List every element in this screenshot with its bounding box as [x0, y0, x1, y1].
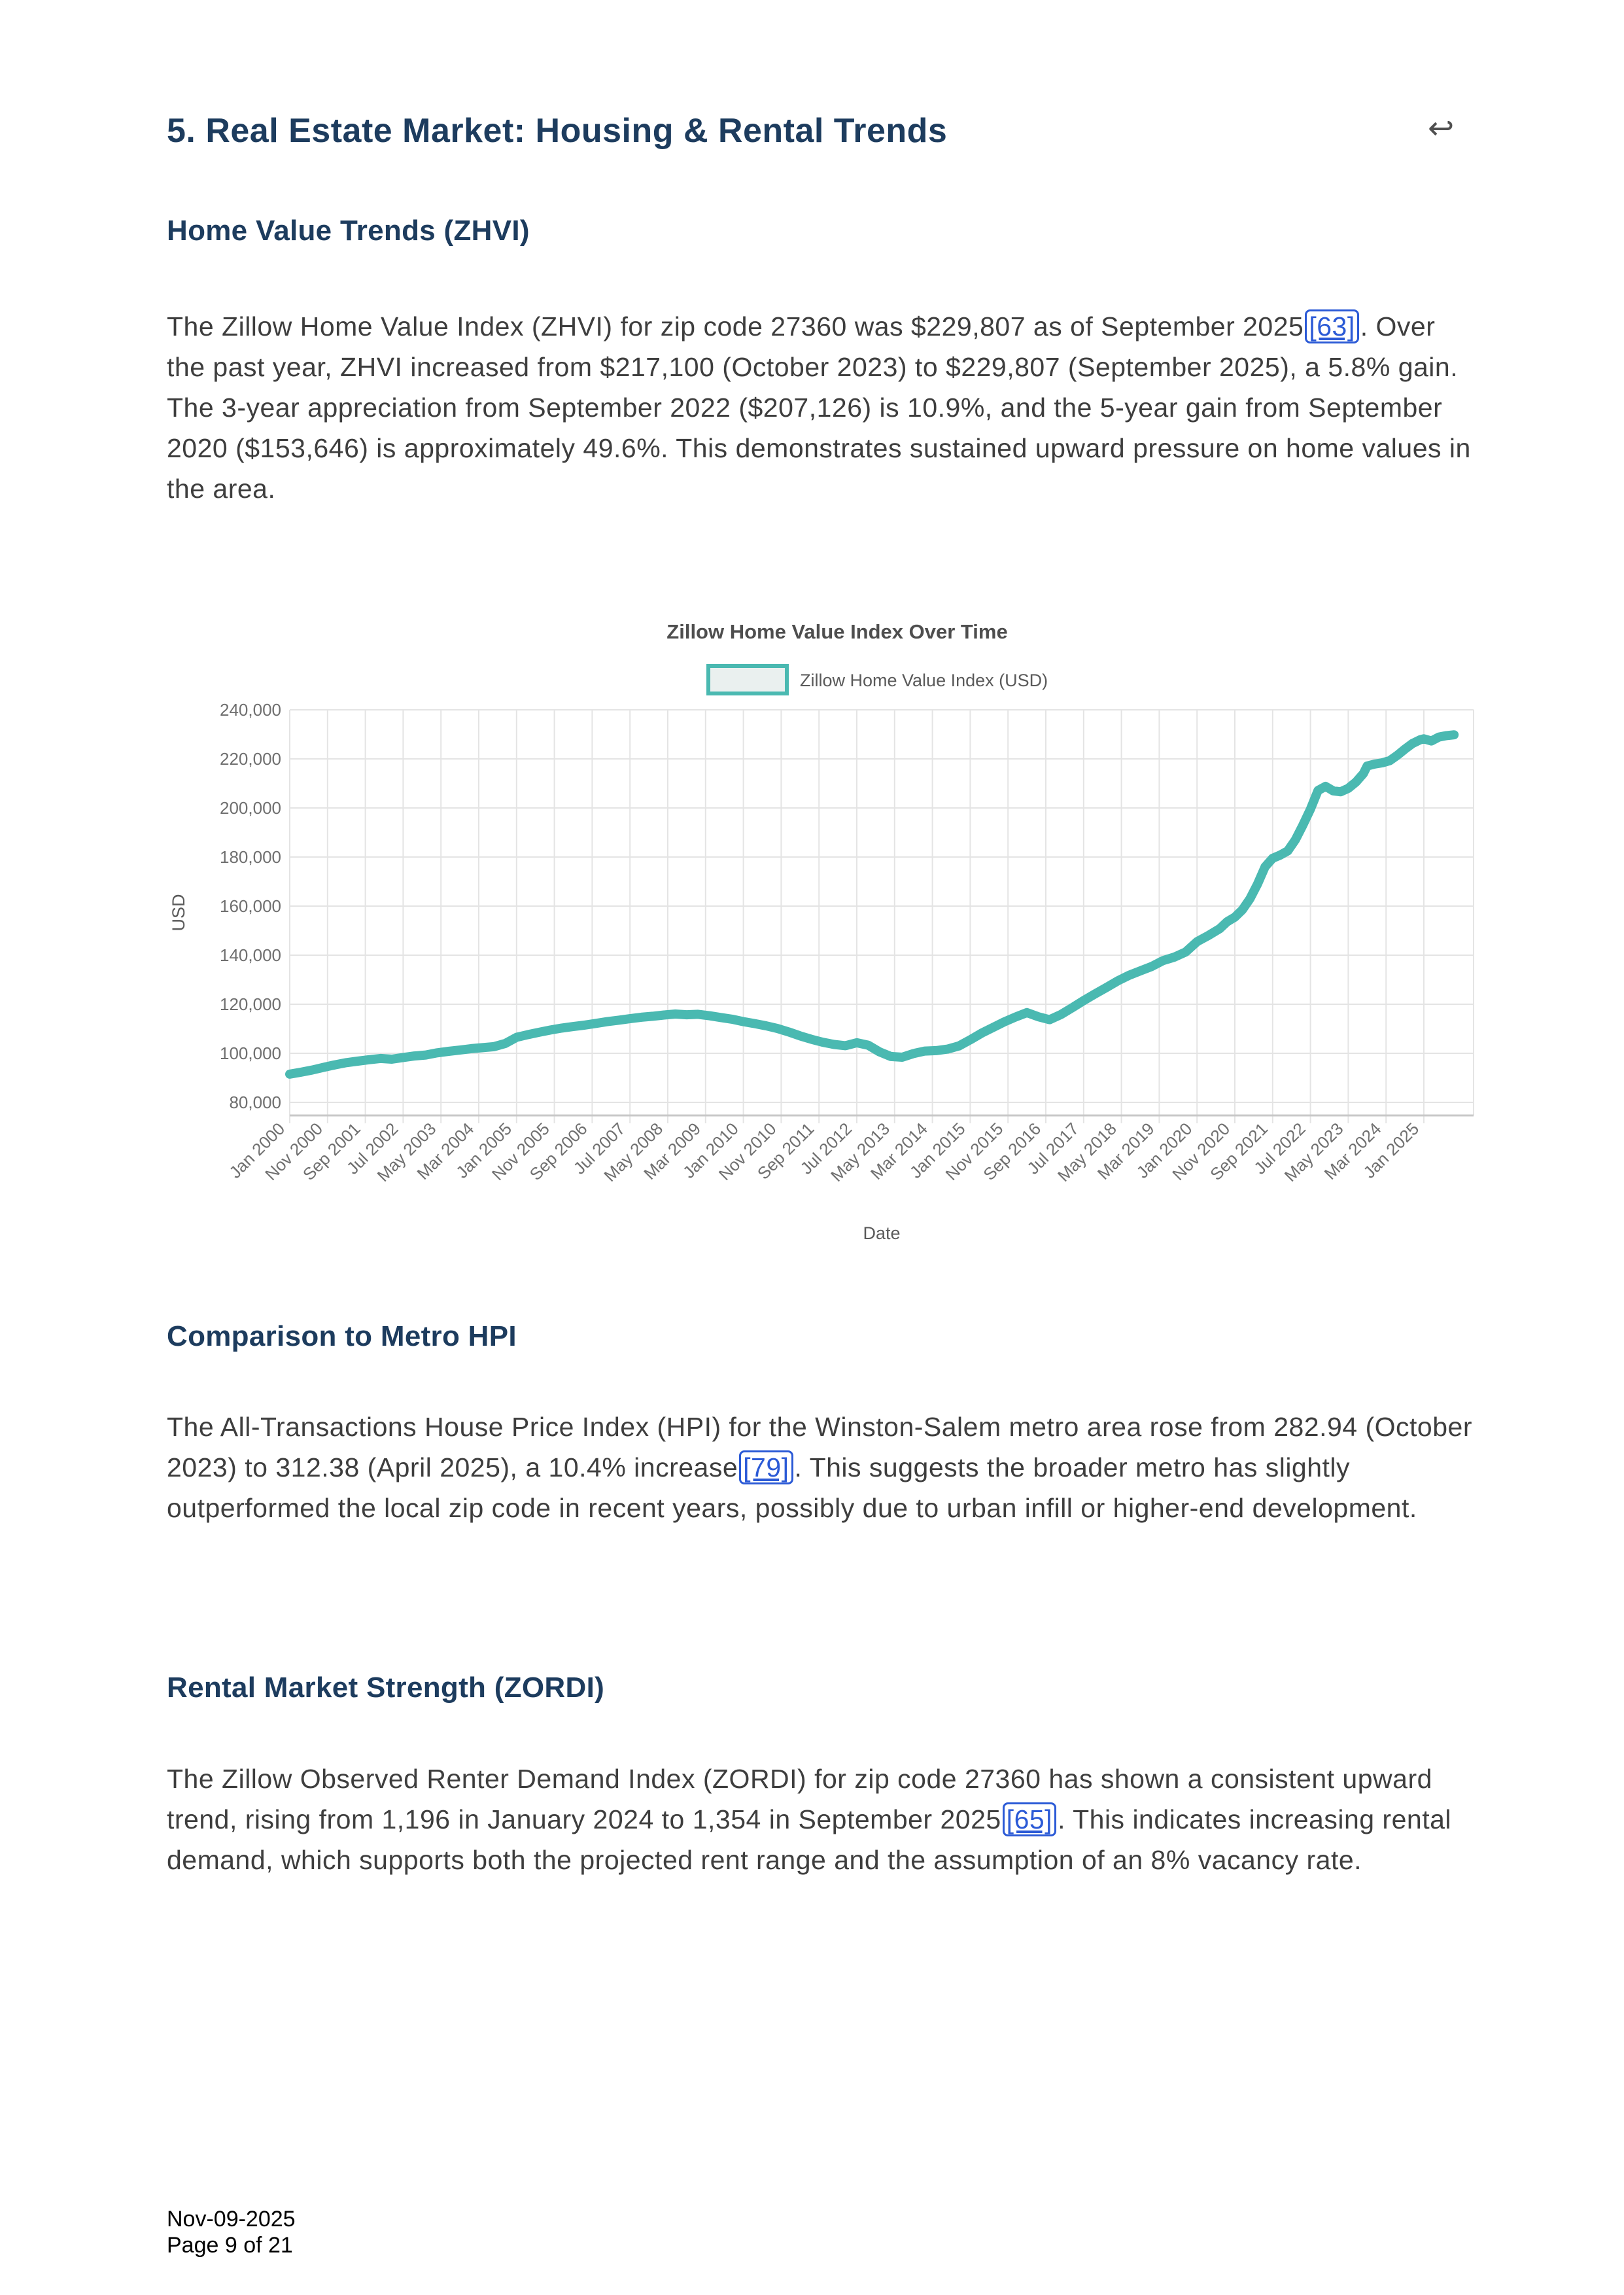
- section-heading-hpi: Comparison to Metro HPI: [167, 1320, 517, 1352]
- page-footer: Nov-09-2025 Page 9 of 21: [167, 2206, 296, 2258]
- legend-swatch: [706, 664, 789, 695]
- legend-label: Zillow Home Value Index (USD): [800, 671, 1048, 690]
- y-tick-label: 120,000: [220, 994, 281, 1014]
- chart-legend: Zillow Home Value Index (USD): [706, 664, 1048, 695]
- y-tick-label: 160,000: [220, 896, 281, 916]
- citation-link[interactable]: [79]: [739, 1450, 793, 1484]
- zordi-paragraph: The Zillow Observed Renter Demand Index …: [167, 1764, 1451, 1875]
- zhvi-paragraph: The Zillow Home Value Index (ZHVI) for z…: [167, 306, 1475, 509]
- y-axis: 80,000 100,000 120,000 140,000 160,000 180,00…: [220, 700, 1474, 1112]
- y-axis-title: USD: [170, 894, 188, 931]
- zhvi-line-chart: 80,000 100,000 120,000 140,000 160,000 180,00…: [170, 607, 1475, 1252]
- y-tick-label: 240,000: [220, 700, 281, 720]
- citation-link[interactable]: [65]: [1002, 1802, 1057, 1836]
- y-tick-label: 220,000: [220, 749, 281, 769]
- chart-title: Zillow Home Value Index Over Time: [666, 620, 1007, 643]
- footer-date: Nov-09-2025: [167, 2207, 296, 2232]
- x-axis-title: Date: [863, 1223, 900, 1243]
- section-heading-zordi: Rental Market Strength (ZORDI): [167, 1672, 605, 1704]
- section-heading-zhvi: Home Value Trends (ZHVI): [167, 215, 530, 247]
- y-tick-label: 80,000: [229, 1093, 281, 1112]
- y-tick-label: 140,000: [220, 945, 281, 965]
- y-tick-label: 200,000: [220, 798, 281, 818]
- hpi-paragraph: The All-Transactions House Price Index (…: [167, 1412, 1472, 1523]
- y-tick-label: 180,000: [220, 847, 281, 867]
- y-tick-label: 100,000: [220, 1043, 281, 1063]
- x-gridlines: [289, 710, 1474, 1123]
- footer-page-number: Page 9 of 21: [167, 2233, 293, 2258]
- page-title: 5. Real Estate Market: Housing & Rental …: [167, 112, 948, 150]
- citation-link[interactable]: [63]: [1305, 309, 1359, 343]
- return-anchor-icon[interactable]: ↩: [1428, 111, 1455, 146]
- zhvi-series-line: [285, 730, 1459, 1079]
- chart-svg: 80,000 100,000 120,000 140,000 160,000 180,00…: [170, 620, 1474, 1243]
